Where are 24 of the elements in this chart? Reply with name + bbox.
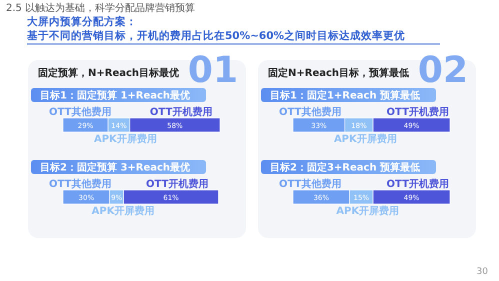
y-tick-label: 目标2：固定3+Reach 预算最低 — [270, 162, 420, 174]
text: 大屏内预算分配方案： — [27, 15, 137, 28]
text: OTT其他费用 — [49, 107, 112, 118]
series-label: OTT其他费用 — [279, 106, 342, 118]
series-label: OTT开机费用 — [150, 106, 212, 118]
series-label: APK开屏费用 — [94, 133, 157, 145]
y-tick-label: 目标2：固定预算 3+Reach最优 — [40, 162, 190, 174]
y-tick-label: 目标1：固定1+Reach 预算最低 — [270, 90, 420, 102]
text: OTT开机费用 — [146, 179, 208, 190]
annotation: 01 — [188, 50, 238, 91]
text: APK开屏费用 — [336, 206, 400, 217]
series-label: OTT开机费用 — [386, 106, 449, 118]
text: OTT开机费用 — [386, 179, 449, 190]
text: 基于不同的营销目标，开机的费用占比在50%~60%之间时目标达成效率更优 — [26, 29, 406, 42]
text: OTT其他费用 — [279, 179, 342, 190]
y-tick-label: 目标1：固定预算 1+Reach最优 — [40, 90, 190, 102]
text: APK开屏费用 — [92, 206, 154, 217]
series-label: APK开屏费用 — [334, 133, 397, 145]
text: 固定预算，N+Reach目标最优 — [38, 67, 180, 79]
series-label: OTT其他费用 — [49, 178, 112, 190]
text: 固定N+Reach目标，预算最低 — [268, 67, 410, 79]
text: 2.5 以触达为基础，科学分配品牌营销预算 — [6, 2, 196, 14]
text: 30 — [476, 267, 488, 277]
annotation: 02 — [418, 50, 468, 91]
